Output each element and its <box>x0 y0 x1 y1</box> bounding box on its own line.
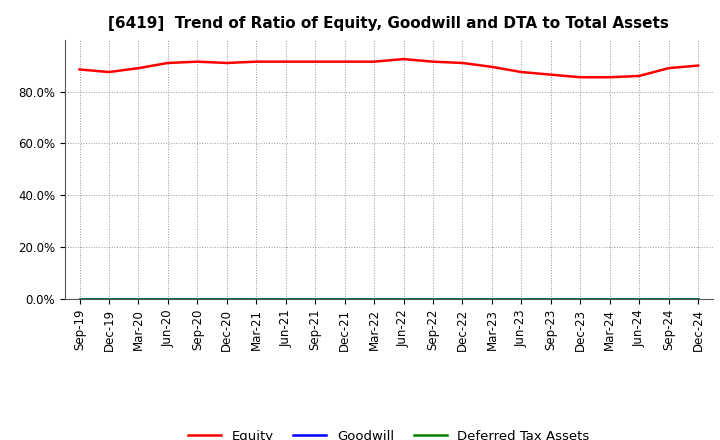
Goodwill <box>665 297 673 302</box>
Deferred Tax Assets <box>606 297 614 302</box>
Equity <box>399 56 408 62</box>
Equity <box>104 70 113 75</box>
Deferred Tax Assets <box>193 297 202 302</box>
Goodwill <box>458 297 467 302</box>
Legend: Equity, Goodwill, Deferred Tax Assets: Equity, Goodwill, Deferred Tax Assets <box>183 425 595 440</box>
Equity <box>694 63 703 68</box>
Equity <box>606 75 614 80</box>
Equity <box>311 59 320 64</box>
Goodwill <box>75 297 84 302</box>
Equity <box>163 60 172 66</box>
Deferred Tax Assets <box>635 297 644 302</box>
Equity <box>252 59 261 64</box>
Goodwill <box>428 297 437 302</box>
Goodwill <box>517 297 526 302</box>
Equity <box>487 64 496 70</box>
Deferred Tax Assets <box>75 297 84 302</box>
Deferred Tax Assets <box>399 297 408 302</box>
Equity <box>665 66 673 71</box>
Deferred Tax Assets <box>458 297 467 302</box>
Line: Equity: Equity <box>79 59 698 77</box>
Goodwill <box>163 297 172 302</box>
Deferred Tax Assets <box>517 297 526 302</box>
Goodwill <box>341 297 349 302</box>
Goodwill <box>252 297 261 302</box>
Deferred Tax Assets <box>252 297 261 302</box>
Equity <box>282 59 290 64</box>
Deferred Tax Assets <box>546 297 555 302</box>
Goodwill <box>104 297 113 302</box>
Goodwill <box>694 297 703 302</box>
Deferred Tax Assets <box>370 297 379 302</box>
Goodwill <box>635 297 644 302</box>
Deferred Tax Assets <box>487 297 496 302</box>
Equity <box>341 59 349 64</box>
Goodwill <box>576 297 585 302</box>
Goodwill <box>487 297 496 302</box>
Deferred Tax Assets <box>694 297 703 302</box>
Equity <box>75 67 84 72</box>
Equity <box>222 60 231 66</box>
Goodwill <box>193 297 202 302</box>
Equity <box>546 72 555 77</box>
Deferred Tax Assets <box>222 297 231 302</box>
Goodwill <box>399 297 408 302</box>
Goodwill <box>134 297 143 302</box>
Deferred Tax Assets <box>311 297 320 302</box>
Equity <box>635 73 644 79</box>
Equity <box>517 70 526 75</box>
Equity <box>193 59 202 64</box>
Goodwill <box>282 297 290 302</box>
Deferred Tax Assets <box>576 297 585 302</box>
Equity <box>576 75 585 80</box>
Deferred Tax Assets <box>282 297 290 302</box>
Equity <box>134 66 143 71</box>
Deferred Tax Assets <box>428 297 437 302</box>
Equity <box>458 60 467 66</box>
Equity <box>428 59 437 64</box>
Equity <box>370 59 379 64</box>
Deferred Tax Assets <box>341 297 349 302</box>
Goodwill <box>222 297 231 302</box>
Title: [6419]  Trend of Ratio of Equity, Goodwill and DTA to Total Assets: [6419] Trend of Ratio of Equity, Goodwil… <box>109 16 669 32</box>
Deferred Tax Assets <box>104 297 113 302</box>
Goodwill <box>546 297 555 302</box>
Goodwill <box>311 297 320 302</box>
Goodwill <box>606 297 614 302</box>
Deferred Tax Assets <box>134 297 143 302</box>
Goodwill <box>370 297 379 302</box>
Deferred Tax Assets <box>163 297 172 302</box>
Deferred Tax Assets <box>665 297 673 302</box>
